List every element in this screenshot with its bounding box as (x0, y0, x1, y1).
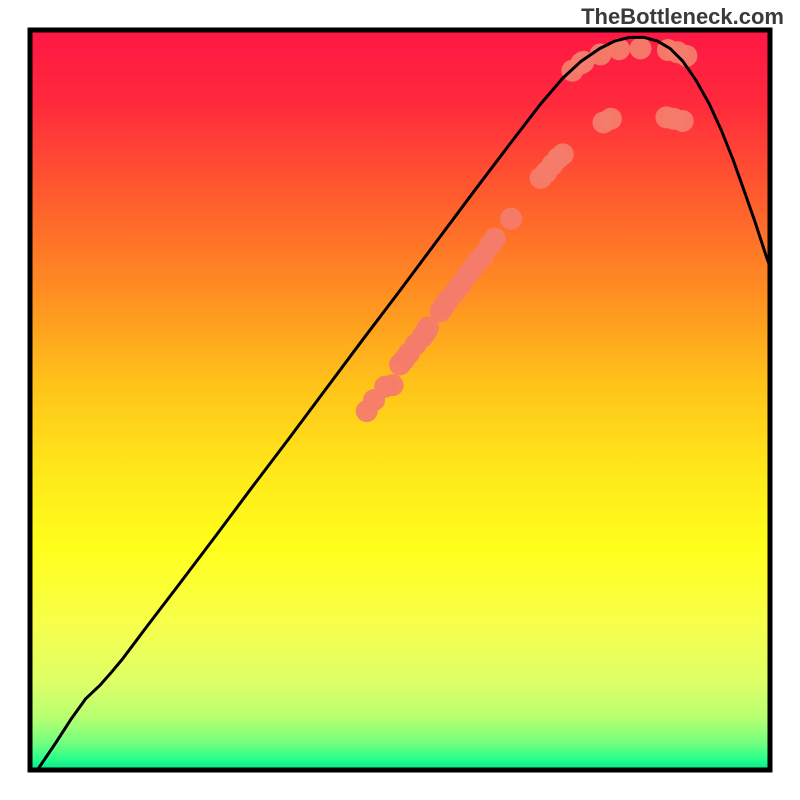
data-point (552, 143, 574, 165)
chart-container: TheBottleneck.com (0, 0, 800, 800)
chart-svg (0, 0, 800, 800)
plot-background (30, 30, 770, 770)
data-point (600, 108, 622, 130)
data-point (500, 208, 522, 230)
data-point (672, 110, 694, 132)
data-point (484, 228, 506, 250)
watermark-label: TheBottleneck.com (581, 4, 784, 30)
data-point (630, 38, 652, 60)
data-point (382, 374, 404, 396)
